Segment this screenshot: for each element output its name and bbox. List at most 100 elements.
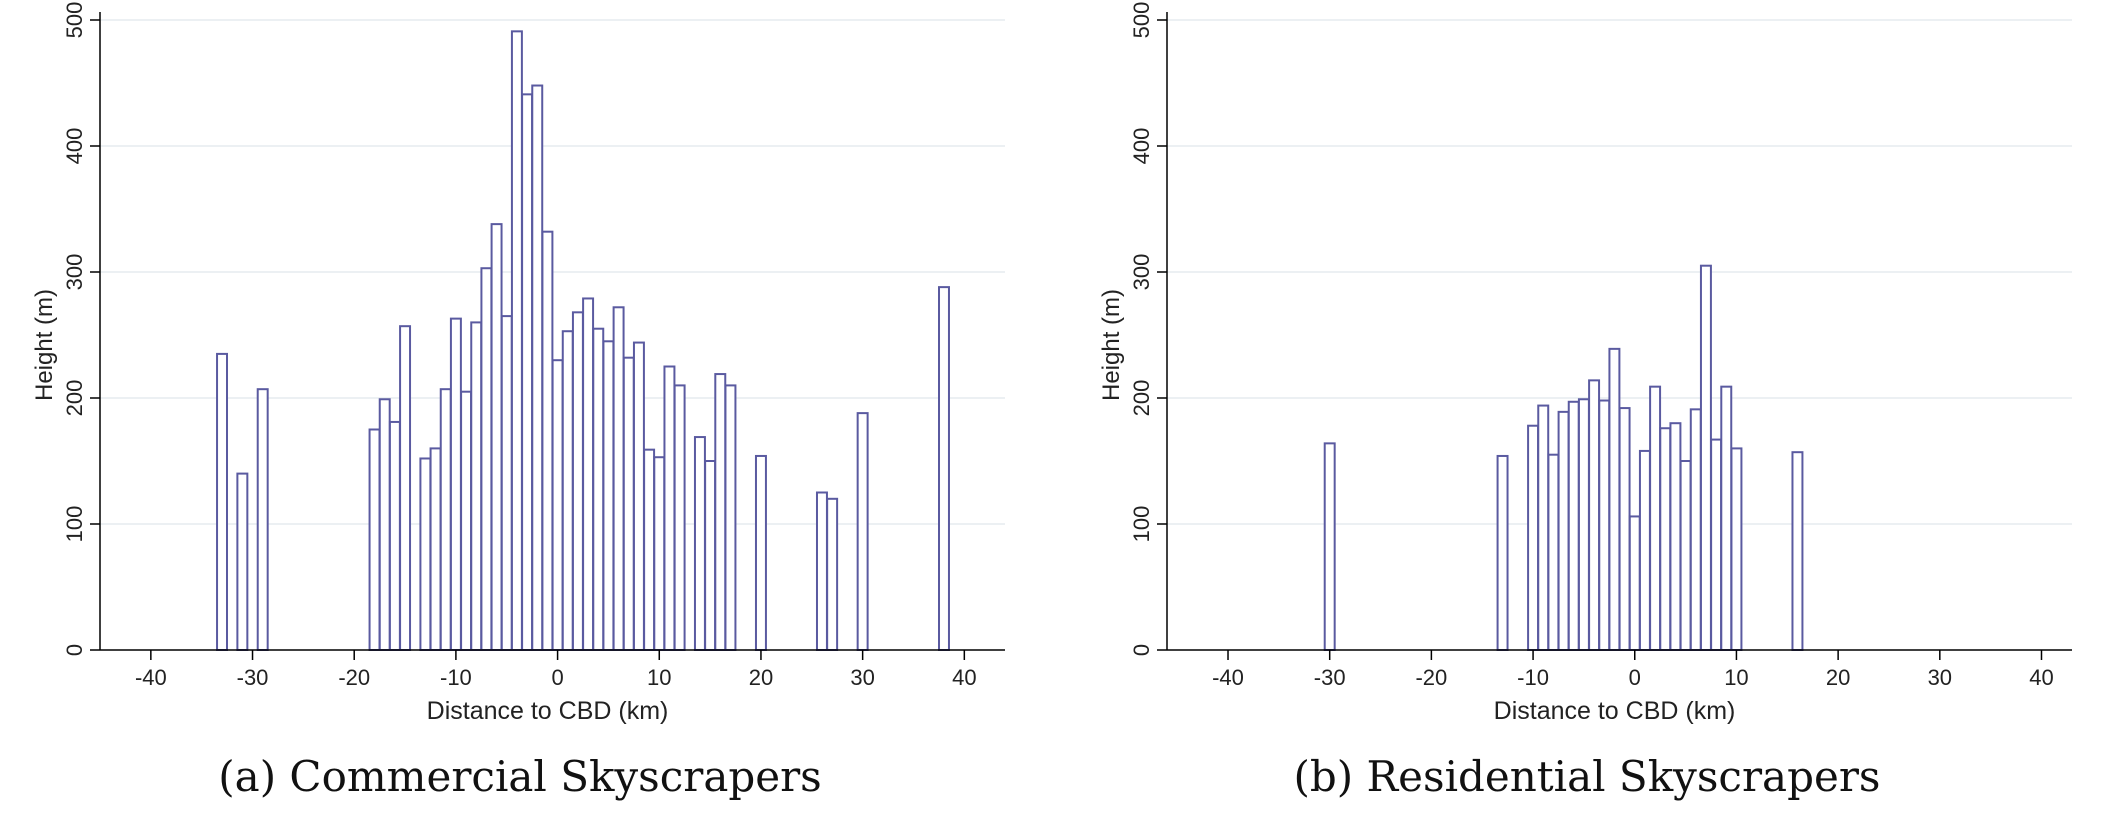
y-tick-label: 100	[1129, 506, 1154, 543]
x-tick-label: -20	[1415, 665, 1447, 690]
bar	[480, 267, 493, 651]
bar	[663, 365, 676, 651]
bar	[541, 230, 554, 651]
bar	[622, 356, 635, 651]
y-tick-label: 0	[1129, 644, 1154, 656]
bar	[1557, 410, 1570, 651]
y-tick-label: 300	[62, 254, 87, 291]
chart-commercial: 0 100 200 300 400 500 -40 -30 -20 -10 0 10 20 30 40 Dis…	[0, 0, 1040, 831]
x-tick-label: -30	[237, 665, 269, 690]
y-tick-label: 100	[62, 506, 87, 543]
bar	[1720, 385, 1733, 651]
bar	[1323, 442, 1336, 651]
bar	[856, 412, 869, 651]
x-tick-label: 30	[850, 665, 874, 690]
x-tick-label: 30	[1928, 665, 1952, 690]
bar	[1791, 451, 1804, 651]
x-tick-label: 0	[551, 665, 563, 690]
bar	[1669, 422, 1682, 652]
bar	[704, 460, 717, 651]
bar	[693, 436, 706, 651]
bar	[1608, 347, 1621, 651]
bar	[500, 315, 513, 651]
bar	[1730, 447, 1743, 651]
bar	[531, 84, 544, 651]
bar	[521, 93, 534, 651]
bar	[1496, 454, 1509, 651]
bar	[602, 340, 615, 651]
bar	[1537, 404, 1550, 651]
x-tick-label: -10	[440, 665, 472, 690]
y-tick-label: 500	[62, 2, 87, 39]
y-tick-label: 400	[1129, 128, 1154, 165]
bar	[826, 497, 839, 651]
x-tick-label: 40	[2029, 665, 2053, 690]
bar	[561, 330, 574, 651]
bar	[1567, 400, 1580, 651]
chart-residential-caption: (b) Residential Skyscrapers	[1293, 752, 1881, 801]
bar	[1659, 427, 1672, 651]
x-tick-label: 40	[952, 665, 976, 690]
x-tick-label: -30	[1314, 665, 1346, 690]
bar	[419, 457, 432, 652]
x-tick-label: -20	[338, 665, 370, 690]
bar	[582, 297, 595, 651]
x-tick-label: 20	[749, 665, 773, 690]
bar	[1588, 379, 1601, 651]
y-tick-label: 300	[1129, 254, 1154, 291]
y-tick-label: 400	[62, 128, 87, 165]
x-axis-label: Distance to CBD (km)	[1494, 697, 1736, 725]
x-tick-label: -10	[1517, 665, 1549, 690]
bar	[714, 373, 727, 651]
bar	[724, 384, 737, 651]
bar	[510, 30, 523, 651]
x-tick-label: -40	[135, 665, 167, 690]
x-axis-label: Distance to CBD (km)	[427, 697, 669, 725]
chart-commercial-plot: 0 100 200 300 400 500 -40 -30 -20 -10 0 10 20 30 40 Dis…	[31, 2, 1005, 725]
bar	[1638, 449, 1651, 652]
bar	[1547, 453, 1560, 652]
bar	[754, 454, 767, 651]
bar	[571, 311, 584, 651]
bar	[236, 472, 249, 651]
bar	[216, 352, 229, 651]
bar	[673, 384, 686, 651]
bar	[439, 388, 452, 651]
bar	[368, 428, 381, 651]
bar	[378, 398, 391, 652]
bar	[388, 420, 401, 651]
y-axis-label: Height (m)	[1098, 289, 1125, 401]
bar	[1689, 408, 1702, 651]
bar	[815, 491, 828, 651]
bar	[460, 390, 473, 651]
bar	[653, 456, 666, 651]
bar	[1577, 398, 1590, 652]
y-tick-label: 0	[62, 644, 87, 656]
y-axis-label: Height (m)	[31, 289, 58, 401]
x-tick-label: 0	[1629, 665, 1641, 690]
bar	[612, 306, 625, 651]
y-tick-label: 200	[62, 380, 87, 417]
bar	[1710, 438, 1723, 651]
chart-residential: 0 100 200 300 400 500 -40 -30 -20 -10 0 10 20 30 40 Dis…	[1067, 0, 2107, 831]
bar	[1699, 264, 1712, 651]
bar	[1628, 515, 1641, 651]
bar	[399, 325, 412, 651]
bar	[632, 341, 645, 651]
y-tick-label: 500	[1129, 2, 1154, 39]
bar	[1649, 385, 1662, 651]
x-tick-label: 10	[647, 665, 671, 690]
bar	[1598, 399, 1611, 651]
x-tick-label: 20	[1826, 665, 1850, 690]
chart-commercial-caption: (a) Commercial Skyscrapers	[218, 752, 822, 801]
bar	[643, 448, 656, 651]
x-tick-label: 10	[1724, 665, 1748, 690]
bar	[470, 321, 483, 651]
bar	[592, 327, 605, 651]
y-tick-label: 200	[1129, 380, 1154, 417]
bar	[429, 447, 442, 651]
chart-residential-plot: 0 100 200 300 400 500 -40 -30 -20 -10 0 10 20 30 40 Dis…	[1098, 2, 2072, 725]
bar	[256, 388, 269, 651]
bar	[490, 223, 503, 651]
bar	[1527, 424, 1540, 651]
